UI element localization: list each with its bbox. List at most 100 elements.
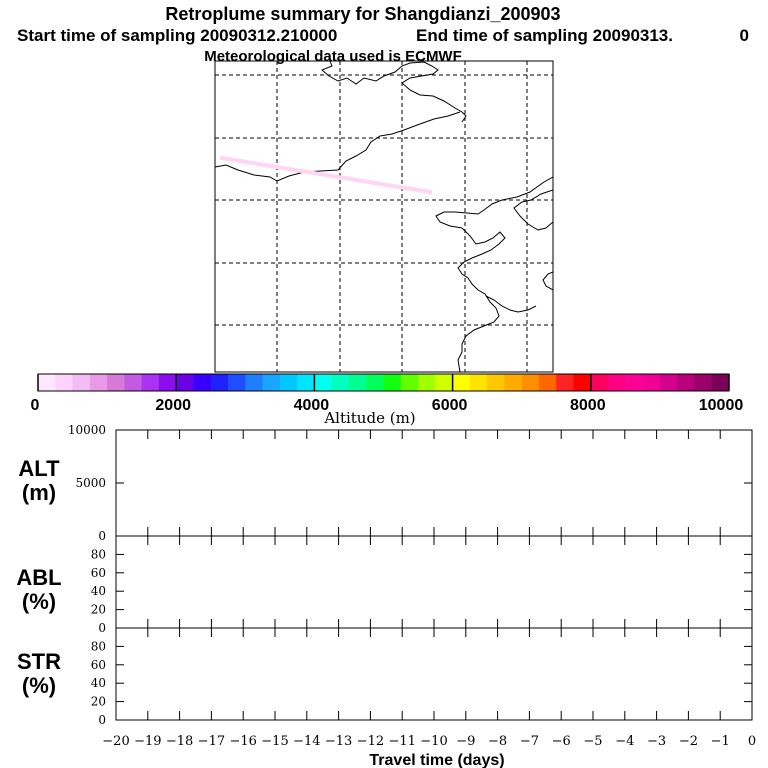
alt-panel: ALT (m) 0 5000 10000: [18, 423, 753, 543]
colorbar-cell: [400, 374, 419, 391]
colorbar-cell: [538, 374, 557, 391]
sampling-end-time: End time of sampling 20090313.: [416, 26, 673, 45]
colorbar-cell: [38, 374, 56, 391]
colorbar-cell: [573, 374, 592, 391]
sampling-end-time-suffix: 0: [740, 26, 749, 45]
y-tick-label: 80: [91, 547, 106, 561]
x-tick-label: −20: [102, 734, 129, 749]
colorbar-title: Altitude (m): [323, 409, 415, 427]
sampling-start-time: Start time of sampling 20090312.210000: [17, 26, 337, 45]
altitude-colorbar: 0 2000 4000 6000 8000 10000 Altitude (m): [31, 373, 744, 427]
x-tick-label: −1: [711, 734, 730, 749]
colorbar-cell: [176, 374, 194, 391]
y-tick-label: 5000: [75, 476, 106, 490]
colorbar-cell: [418, 374, 436, 391]
plume-trajectory: [220, 156, 432, 194]
colorbar-cell: [469, 374, 488, 391]
coastline-north: [321, 61, 467, 123]
colorbar-cell: [556, 374, 575, 391]
colorbar-major-ticks: [37, 374, 730, 391]
x-tick-label: −4: [615, 734, 634, 749]
colorbar-cell: [107, 374, 125, 391]
map-frame: [214, 60, 554, 373]
x-tick-label: −2: [679, 734, 698, 749]
alt-panel-unit: (m): [22, 480, 56, 505]
colorbar-cell: [89, 374, 108, 391]
x-tick-label: −19: [134, 734, 161, 749]
y-tick-label: 60: [91, 566, 106, 580]
y-tick-label: 0: [98, 713, 106, 727]
x-tick-label: −9: [456, 734, 475, 749]
y-tick-label: 40: [91, 584, 106, 598]
met-data-note: Meteorological data used is ECMWF: [204, 48, 462, 65]
alt-panel-frame: [115, 429, 753, 537]
colorbar-cell: [331, 374, 350, 391]
alt-panel-label: ALT: [18, 456, 60, 481]
abl-panel-label: ABL: [16, 565, 61, 590]
y-tick-label: 0: [98, 621, 106, 635]
colorbar-tick-label: 6000: [432, 397, 468, 414]
x-tick-label: −17: [198, 734, 225, 749]
timeseries-panels: ALT (m) 0 5000 10000 ABL (%) 0 20 40 60 80 STR…: [16, 423, 756, 768]
x-tick-label: −12: [357, 734, 384, 749]
colorbar-tick-label: 10000: [699, 397, 744, 414]
colorbar-cell: [487, 374, 505, 391]
y-tick-label: 80: [91, 639, 106, 653]
colorbar-tick-labels: 0 2000 4000 6000 8000 10000: [31, 397, 744, 414]
colorbar-cell: [659, 374, 678, 391]
colorbar-cell: [711, 374, 730, 391]
map-grid: [215, 61, 553, 372]
x-tick-label: −18: [166, 734, 193, 749]
str-panel: STR (%) 0 20 40 60 80: [17, 627, 753, 727]
colorbar-cell: [608, 374, 626, 391]
colorbar-cell: [314, 374, 333, 391]
x-tick-label: −3: [647, 734, 666, 749]
x-tick-label: −8: [488, 734, 507, 749]
colorbar-cells: [38, 374, 730, 391]
alt-panel-axes: 0 5000 10000: [68, 423, 753, 543]
x-tick-label: −13: [325, 734, 352, 749]
colorbar-cell: [435, 374, 454, 391]
x-tick-label: −11: [388, 734, 415, 749]
x-tick-label: −16: [229, 734, 256, 749]
coastline-island: [542, 271, 553, 291]
str-panel-axes: 0 20 40 60 80: [91, 628, 753, 727]
trajectory-map: [214, 60, 554, 373]
x-tick-label: −6: [552, 734, 571, 749]
colorbar-cell: [141, 374, 160, 391]
colorbar-cell: [72, 374, 91, 391]
colorbar-cell: [677, 374, 695, 391]
x-axis-tick-labels: −20 −19 −18 −17 −16 −15 −14 −13 −12 −11 −10 −9 −8 −7−…: [102, 734, 756, 749]
colorbar-cell: [590, 374, 609, 391]
colorbar-cell: [262, 374, 281, 391]
colorbar-tick-label: 8000: [570, 397, 606, 414]
x-axis-title: Travel time (days): [369, 752, 504, 768]
colorbar-cell: [383, 374, 402, 391]
colorbar-cell: [193, 374, 212, 391]
x-tick-label: 0: [748, 734, 756, 749]
x-tick-label: −14: [293, 734, 320, 749]
colorbar-cell: [158, 374, 177, 391]
y-tick-label: 20: [91, 603, 106, 617]
y-tick-label: 20: [91, 695, 106, 709]
colorbar-cell: [694, 374, 713, 391]
str-panel-unit: (%): [22, 673, 56, 698]
colorbar-cell: [642, 374, 661, 391]
abl-panel: ABL (%) 0 20 40 60 80: [16, 535, 753, 635]
colorbar-tick-label: 0: [31, 397, 40, 414]
y-tick-label: 40: [91, 676, 106, 690]
colorbar-cell: [521, 374, 540, 391]
colorbar-tick-label: 4000: [294, 397, 330, 414]
colorbar-cell: [245, 374, 264, 391]
colorbar-cell: [625, 374, 644, 391]
x-tick-label: −10: [420, 734, 447, 749]
colorbar-cell: [297, 374, 315, 391]
colorbar-tick-label: 2000: [155, 397, 191, 414]
colorbar-cell: [228, 374, 246, 391]
coastline-inlet: [485, 295, 537, 313]
colorbar-cell: [366, 374, 384, 391]
y-tick-label: 60: [91, 658, 106, 672]
abl-panel-frame: [115, 535, 753, 629]
coastline-east: [435, 176, 553, 372]
